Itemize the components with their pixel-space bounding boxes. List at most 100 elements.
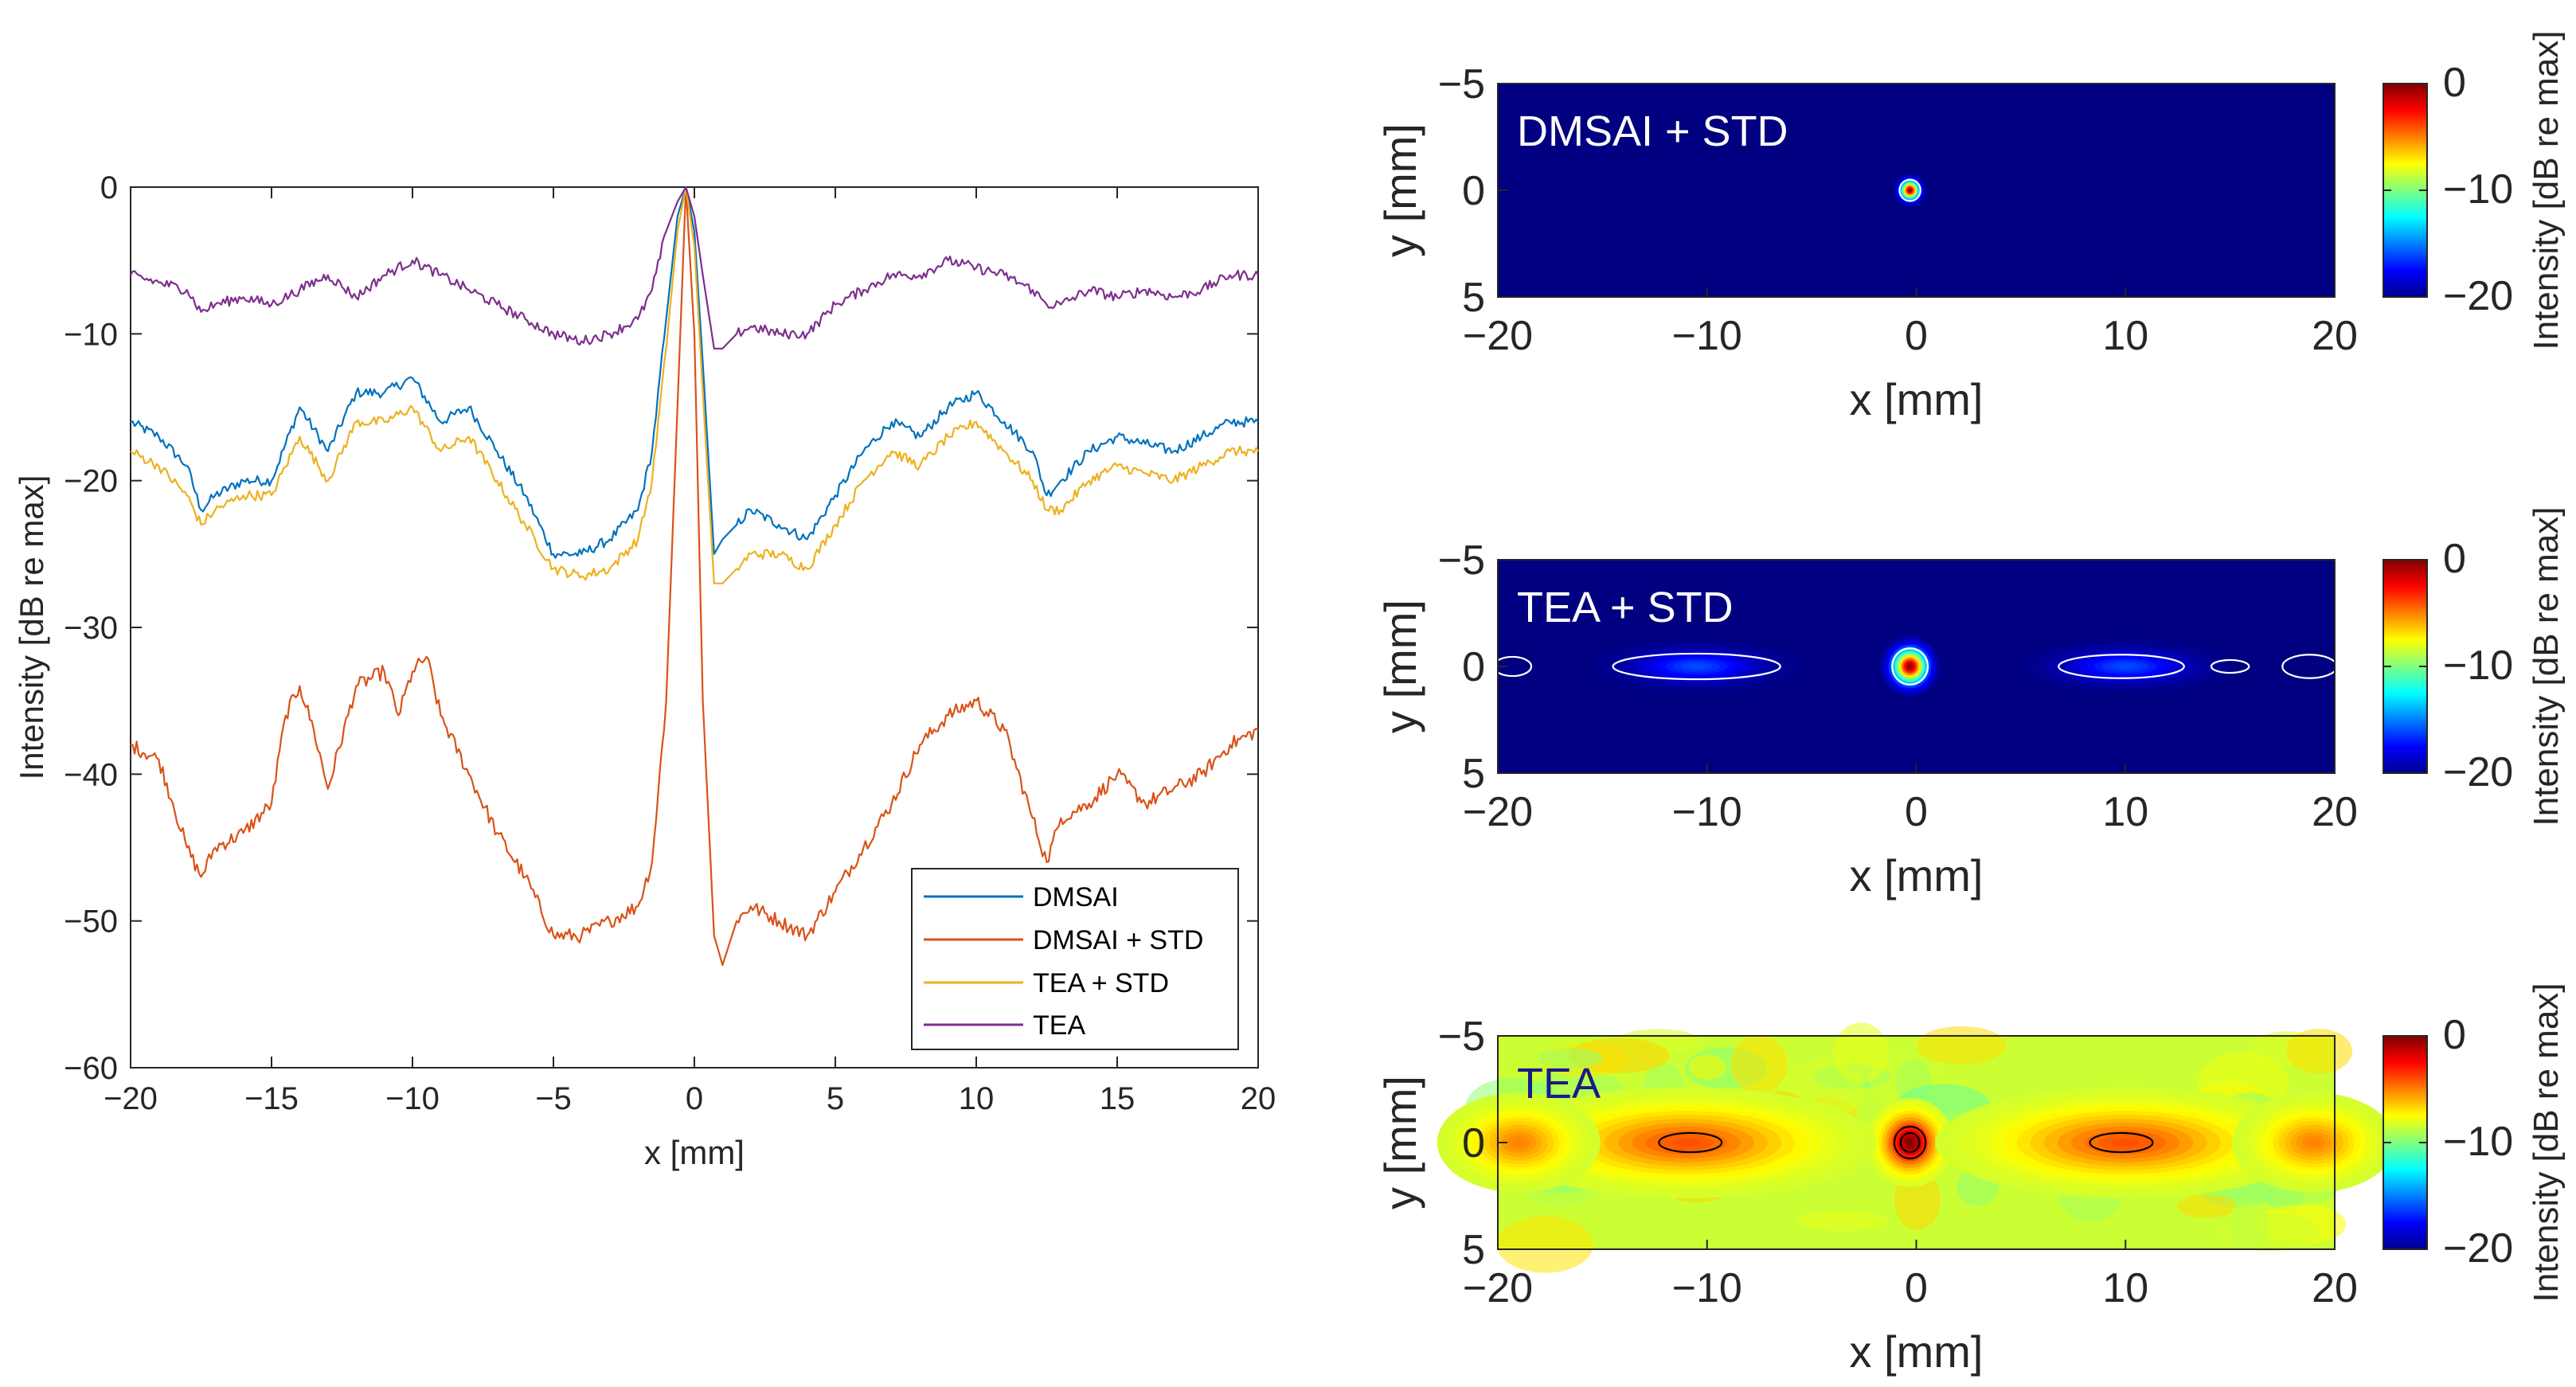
heatmap-title: TEA + STD xyxy=(1517,584,1734,631)
line-x-tick-label: 15 xyxy=(1100,1081,1136,1116)
heatmap-contour xyxy=(1492,655,1533,678)
colorbar-tick-label: −10 xyxy=(2443,643,2513,689)
heatmap-texture-patch xyxy=(1916,1026,2007,1065)
heatmap-texture-patch xyxy=(2285,1029,2353,1074)
legend-label-tea-std: TEA + STD xyxy=(1033,968,1169,998)
heatmap-texture-patch xyxy=(2228,1200,2269,1251)
heatmap-x-tick-label: 20 xyxy=(2312,789,2358,835)
line-chart: −20 −15 −10 −5 0 5 10 15 20 −60−50−40−30−20−100 … xyxy=(13,170,1276,1171)
line-x-tick-label: 0 xyxy=(686,1081,703,1116)
heatmap-y-tick-label: 0 xyxy=(1462,168,1485,214)
heatmap-x-tick-label: −20 xyxy=(1463,789,1533,835)
series-line-tea xyxy=(130,186,1259,350)
heatmap-y-tick-label: −5 xyxy=(1438,61,1485,107)
heatmap-texture-patch xyxy=(2177,1194,2238,1218)
colorbar-label: Intensity [dB re max] xyxy=(2527,30,2566,350)
legend-label-tea: TEA xyxy=(1033,1010,1085,1041)
line-series-group xyxy=(130,186,1259,967)
legend-label-dmsai: DMSAI xyxy=(1033,882,1119,912)
heatmap-contour xyxy=(2089,1131,2154,1154)
heatmap-y-tick-label: 5 xyxy=(1462,751,1485,797)
line-y-tick-label: 0 xyxy=(100,170,118,205)
line-y-tick-label: −30 xyxy=(64,611,118,646)
heatmap-blob-level xyxy=(2117,664,2134,669)
heatmap-contour xyxy=(1891,647,1929,686)
heatmap-blob-level xyxy=(1906,1139,1913,1146)
heatmap-x-tick-label: −10 xyxy=(1672,313,1742,359)
line-x-ticks: −20 −15 −10 −5 0 5 10 15 20 xyxy=(104,187,1276,1116)
heatmap-x-tick-label: 0 xyxy=(1905,313,1928,359)
line-x-tick-label: 5 xyxy=(827,1081,844,1116)
heatmap-y-tick-label: 5 xyxy=(1462,1227,1485,1273)
heatmap-contour xyxy=(1658,1131,1723,1154)
legend: DMSAI DMSAI + STD TEA + STD TEA xyxy=(911,868,1239,1050)
heatmap-texture-patch xyxy=(1730,1035,1788,1094)
heatmap-y-tick-label: 0 xyxy=(1462,644,1485,690)
heatmap-x-tick-label: 10 xyxy=(2102,789,2148,835)
legend-label-dmsai-std: DMSAI + STD xyxy=(1033,925,1203,955)
series-line-tea-std xyxy=(130,186,1259,584)
heatmap-texture-patch xyxy=(1833,1022,1889,1083)
colorbar-tick-label: 0 xyxy=(2443,60,2466,106)
heatmap-contour xyxy=(1612,652,1781,681)
heatmap-y-tick-label: −5 xyxy=(1438,537,1485,584)
heatmap-x-tick-label: 10 xyxy=(2102,313,2148,359)
heatmap-blob-level xyxy=(1512,1139,1525,1147)
heatmap-blob-level xyxy=(1907,664,1913,669)
heatmap-contour xyxy=(2058,654,2185,679)
heatmap-x-tick-label: 20 xyxy=(2312,313,2358,359)
colorbar-tick-label: −20 xyxy=(2443,749,2513,795)
heatmap-texture-patch xyxy=(1688,1054,1726,1080)
line-y-tick-label: −60 xyxy=(64,1051,118,1086)
line-y-tick-label: −10 xyxy=(64,317,118,352)
colorbar-tick-label: −20 xyxy=(2443,1225,2513,1272)
heatmap-contour xyxy=(1899,1131,1921,1154)
line-x-tick-label: 20 xyxy=(1241,1081,1276,1116)
heatmap-contour xyxy=(2210,658,2250,674)
heatmap-contour xyxy=(1898,178,1921,202)
heatmap-texture-patch xyxy=(1538,1048,1604,1069)
colorbar-tick-label: 0 xyxy=(2443,1012,2466,1058)
heatmap-x-tick-label: 10 xyxy=(2102,1265,2148,1311)
heatmap-y-axis-label: y [mm] xyxy=(1375,1076,1425,1209)
heatmap-contour xyxy=(2281,654,2338,679)
heatmap-y-axis-label: y [mm] xyxy=(1375,123,1425,257)
line-y-tick-label: −50 xyxy=(64,904,118,940)
heatmap-x-axis-label: x [mm] xyxy=(1850,1326,1984,1377)
heatmap-texture-patch xyxy=(1796,1210,1889,1231)
heatmap-x-tick-label: −20 xyxy=(1463,1265,1533,1311)
heatmap-panel-tea-std: TEA + STD −20 −10 0 10 20 −5 0 5 x [mm] y [mm] 0 −10… xyxy=(1375,506,2566,901)
heatmap-x-axis-label: x [mm] xyxy=(1850,850,1984,901)
heatmap-x-tick-label: 0 xyxy=(1905,1265,1928,1311)
series-line-dmsai xyxy=(130,186,1259,559)
colorbar-tick-label: −20 xyxy=(2443,273,2513,319)
heatmap-blob-level xyxy=(2308,1139,2320,1147)
heatmap-x-tick-label: −10 xyxy=(1672,1265,1742,1311)
heatmap-x-axis-label: x [mm] xyxy=(1850,374,1984,424)
heatmap-title: TEA xyxy=(1517,1060,1601,1108)
heatmap-blob-level xyxy=(1688,664,1705,669)
heatmap-x-tick-label: −20 xyxy=(1463,313,1533,359)
line-x-tick-label: −5 xyxy=(535,1081,572,1116)
series-line-dmsai-std xyxy=(130,186,1259,967)
heatmap-blob-level xyxy=(1909,189,1912,192)
line-x-tick-label: −10 xyxy=(385,1081,440,1116)
line-x-tick-label: 10 xyxy=(959,1081,995,1116)
heatmap-title: DMSAI + STD xyxy=(1517,107,1788,155)
line-x-axis-label: x [mm] xyxy=(644,1134,745,1171)
heatmap-blob-level xyxy=(1672,1139,1700,1147)
colorbar-tick-label: 0 xyxy=(2443,536,2466,582)
colorbar-label: Intensity [dB re max] xyxy=(2527,506,2566,826)
heatmap-y-axis-label: y [mm] xyxy=(1375,600,1425,733)
heatmap-x-tick-label: 0 xyxy=(1905,789,1928,835)
legend-box xyxy=(911,868,1239,1050)
line-x-tick-label: −20 xyxy=(104,1081,158,1116)
heatmap-y-tick-label: 0 xyxy=(1462,1120,1485,1166)
heatmap-y-tick-label: 5 xyxy=(1462,275,1485,321)
line-y-ticks: −60 −50 −40 −30 −20 −10 0 xyxy=(64,170,1258,1086)
heatmap-contour xyxy=(1893,1125,1927,1160)
colorbar-tick-label: −10 xyxy=(2443,166,2513,213)
heatmap-x-tick-label: −10 xyxy=(1672,789,1742,835)
line-y-tick-label: −20 xyxy=(64,464,118,499)
